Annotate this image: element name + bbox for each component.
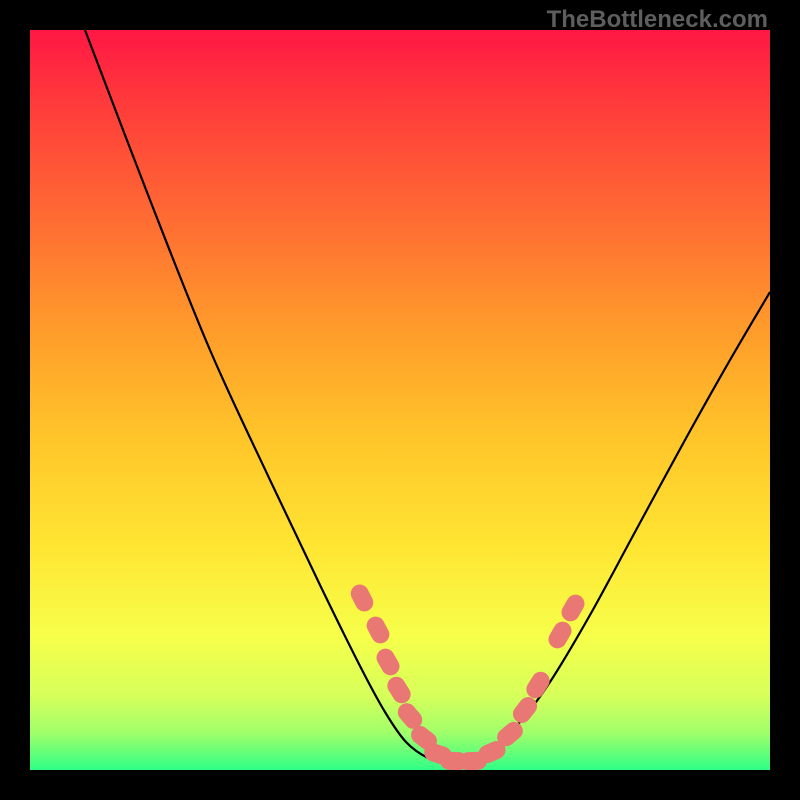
curve-marker [373,645,403,678]
chart-frame: TheBottleneck.com [0,0,800,800]
curve-marker [384,673,414,706]
marker-group [348,581,588,770]
curve-marker [509,693,540,726]
plot-area [30,30,770,770]
curve-layer [30,30,770,770]
curve-marker [523,668,553,701]
curve-marker [363,613,392,646]
watermark-label: TheBottleneck.com [547,6,768,34]
curve-right-branch [446,292,770,762]
curve-marker [348,581,377,614]
curve-marker [545,618,575,651]
curve-marker [558,591,588,624]
